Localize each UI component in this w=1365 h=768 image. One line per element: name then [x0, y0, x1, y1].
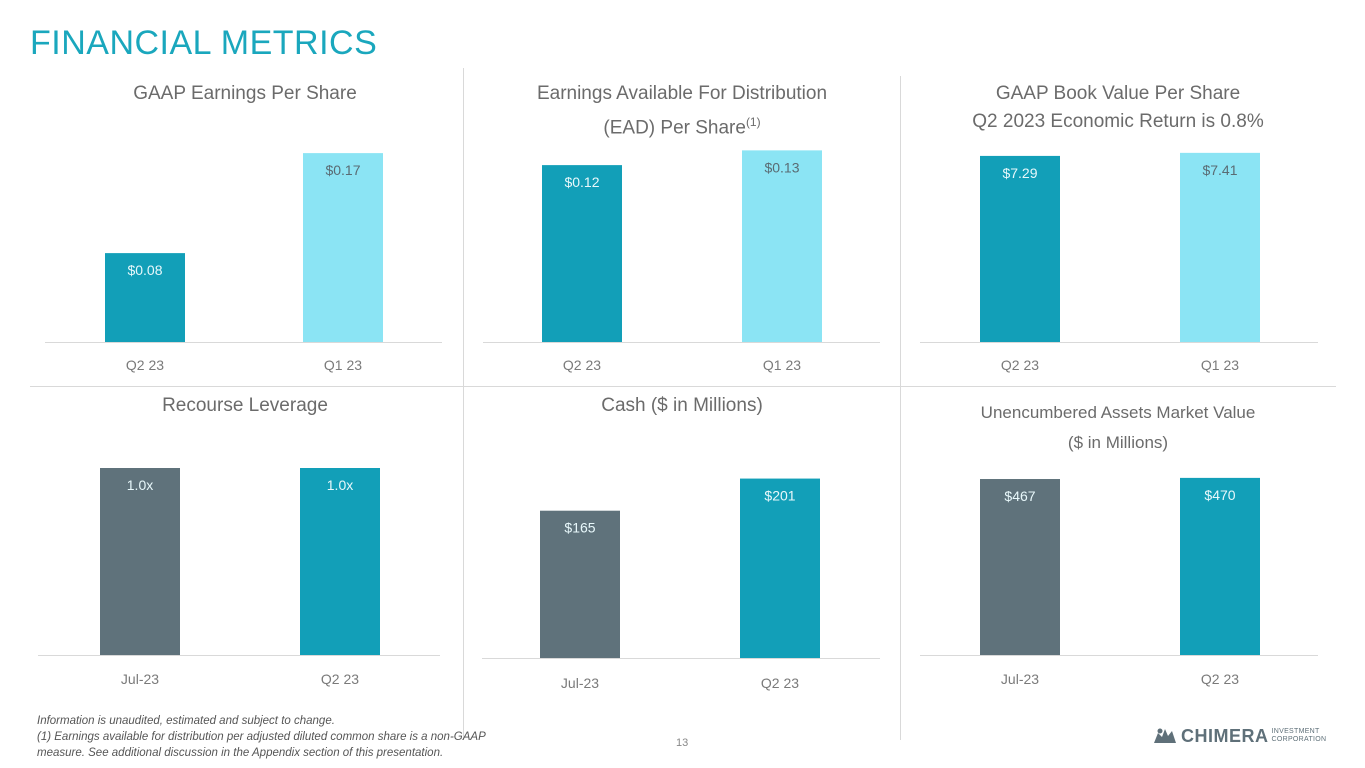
book-value-bar-1 [1180, 152, 1260, 342]
cash-tick-label-0: Jul-23 [561, 675, 599, 691]
unencumbered-assets-data-label-1: $470 [1204, 487, 1235, 503]
cash-data-label-0: $165 [564, 520, 595, 536]
cash-bar-0 [540, 510, 620, 658]
chimera-emblem-icon [1154, 728, 1176, 743]
recourse-leverage-data-label-1: 1.0x [327, 477, 353, 493]
unencumbered-assets-bar-1 [1180, 477, 1260, 655]
chart-title-recourse-leverage: Recourse Leverage [162, 395, 328, 416]
ead-per-share-tick-label-1: Q1 23 [763, 357, 801, 373]
company-logo: CHIMERA INVESTMENT CORPORATION [1152, 725, 1326, 747]
unencumbered-assets-data-label-0: $467 [1004, 488, 1035, 504]
book-value-bar-0 [980, 155, 1060, 342]
gaap-eps-tick-label-0: Q2 23 [126, 357, 164, 373]
page-title: FINANCIAL METRICS [30, 24, 378, 62]
page-number: 13 [676, 737, 689, 749]
chart-title-ead-per-share: Earnings Available For Distribution (EAD… [536, 83, 828, 139]
chart-title-cash: Cash ($ in Millions) [601, 395, 763, 416]
unencumbered-assets-tick-label-0: Jul-23 [1001, 671, 1039, 687]
logo-subtitle-1: INVESTMENT [1271, 728, 1320, 735]
book-value-tick-label-0: Q2 23 [1001, 357, 1039, 373]
ead-per-share-bar-0 [542, 165, 622, 342]
gaap-eps-bar-0 [105, 253, 185, 342]
gaap-eps-data-label-1: $0.17 [325, 162, 360, 178]
cash-data-label-1: $201 [764, 488, 795, 504]
gaap-eps-tick-label-1: Q1 23 [324, 357, 362, 373]
ead-per-share-data-label-1: $0.13 [764, 159, 799, 175]
ead-per-share-data-label-0: $0.12 [564, 174, 599, 190]
unencumbered-assets-bar-0 [980, 479, 1060, 655]
book-value-tick-label-1: Q1 23 [1201, 357, 1239, 373]
logo-subtitle-2: CORPORATION [1271, 736, 1327, 743]
divider-vertical-1 [463, 68, 464, 740]
gaap-eps-bar-1 [303, 153, 383, 342]
chart-title-gaap-eps: GAAP Earnings Per Share [133, 83, 357, 104]
cash-tick-label-1: Q2 23 [761, 675, 799, 691]
gaap-eps-data-label-0: $0.08 [127, 262, 162, 278]
cash-bar-1 [740, 478, 820, 658]
divider-horizontal [30, 386, 1336, 387]
book-value-data-label-0: $7.29 [1002, 165, 1037, 181]
ead-per-share-bar-1 [742, 150, 822, 342]
divider-vertical-2 [900, 76, 901, 740]
recourse-leverage-tick-label-1: Q2 23 [321, 671, 359, 687]
recourse-leverage-bar-0 [100, 468, 180, 655]
chart-title-unencumbered-assets: Unencumbered Assets Market Value ($ in M… [980, 403, 1256, 452]
recourse-leverage-tick-label-0: Jul-23 [121, 671, 159, 687]
book-value-data-label-1: $7.41 [1202, 162, 1237, 178]
chart-title-book-value: GAAP Book Value Per Share Q2 2023 Econom… [972, 83, 1264, 132]
ead-per-share-tick-label-0: Q2 23 [563, 357, 601, 373]
logo-wordmark: CHIMERA [1181, 725, 1269, 746]
recourse-leverage-data-label-0: 1.0x [127, 477, 153, 493]
unencumbered-assets-tick-label-1: Q2 23 [1201, 671, 1239, 687]
recourse-leverage-bar-1 [300, 468, 380, 655]
footnote: Information is unaudited, estimated and … [37, 715, 486, 759]
